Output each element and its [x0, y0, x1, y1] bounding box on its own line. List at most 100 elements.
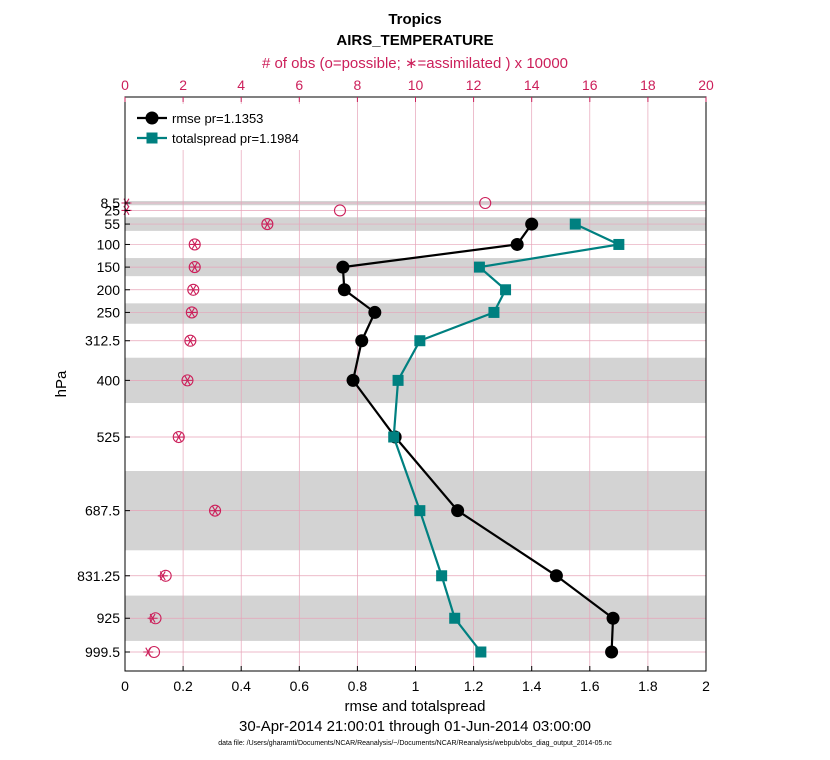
y-tick-label-4: 150: [97, 259, 121, 275]
bottom-axis: 0 0.2 0.4 0.6 0.8 1 1.2 1.4 1.6 1.8 2: [121, 666, 710, 694]
x-tick-label-1: 0.2: [173, 678, 193, 694]
y-tick-label-1: 25: [104, 202, 120, 218]
chart-subtitle: AIRS_TEMPERATURE: [336, 32, 493, 49]
obs-possible-8: [181, 374, 194, 387]
spread-point-6: [392, 374, 404, 386]
rmse-point-10: [606, 611, 620, 625]
spread-point-3: [500, 284, 512, 296]
obs-possible-1: [333, 204, 347, 217]
top-tick-label-3: 6: [295, 77, 303, 93]
obs-possible-3: [188, 238, 201, 251]
y-tick-label-2: 55: [104, 216, 120, 232]
obs-assimilated-9: [173, 432, 184, 442]
data-file-note: data file: /Users/gharamti/Documents/NCA…: [218, 740, 612, 747]
x-tick-label-4: 0.8: [348, 678, 368, 694]
top-tick-label-1: 2: [179, 77, 187, 93]
top-tick-label-9: 18: [640, 77, 656, 93]
obs-assimilated-12: [147, 613, 158, 623]
series-line-1: [392, 223, 623, 653]
y-tick-label-13: 999.5: [85, 644, 120, 660]
rmse-point-5: [355, 334, 369, 348]
spread-point-8: [414, 505, 426, 517]
y-tick-label-11: 831.25: [77, 568, 120, 584]
rmse-point-9: [549, 569, 563, 583]
top-tick-label-0: 0: [121, 77, 129, 93]
y-tick-label-3: 100: [97, 236, 121, 252]
chart-title: Tropics: [388, 11, 441, 28]
x-tick-label-0: 0: [121, 678, 129, 694]
obs-assimilated-5: [188, 285, 199, 295]
legend-box: [131, 104, 311, 150]
top-tick-label-2: 4: [237, 77, 245, 93]
y-tick-label-8: 400: [97, 372, 121, 388]
obs-assimilated-13: [143, 647, 154, 657]
rmse-point-0: [525, 217, 539, 231]
obs-assimilated-4: [189, 262, 200, 272]
legend-spread-label: totalspread pr=1.1984: [172, 131, 299, 146]
top-tick-label-7: 14: [524, 77, 540, 93]
x-axis-label: rmse and totalspread: [345, 698, 486, 715]
x-tick-label-9: 1.8: [638, 678, 658, 694]
y-tick-label-7: 312.5: [85, 333, 120, 349]
spread-point-0: [569, 218, 581, 230]
y-tick-label-6: 250: [97, 304, 121, 320]
obs-possible-10: [209, 504, 222, 517]
spread-point-4: [488, 306, 500, 318]
obs-assimilated-7: [185, 336, 196, 346]
rmse-point-8: [451, 504, 465, 518]
spread-point-2: [473, 261, 485, 273]
obs-assimilated-2: [262, 219, 273, 229]
top-axis-label: # of obs (o=possible; ∗=assimilated ) x …: [262, 55, 568, 72]
spread-point-9: [436, 570, 448, 582]
x-tick-label-3: 0.6: [290, 678, 310, 694]
rmse-point-6: [346, 373, 360, 387]
y-tick-label-12: 925: [97, 610, 121, 626]
obs-assimilated-8: [182, 375, 193, 385]
obs-markers: [121, 196, 492, 659]
series-layer: [336, 217, 625, 659]
obs-assimilated-10: [210, 506, 221, 516]
spread-point-5: [414, 335, 426, 347]
spread-point-1: [613, 238, 625, 250]
y-tick-label-10: 687.5: [85, 503, 120, 519]
obs-possible-0: [479, 196, 492, 210]
top-tick-label-6: 12: [466, 77, 482, 93]
obs-possible-2: [261, 218, 274, 231]
y-tick-label-5: 200: [97, 282, 121, 298]
legend-rmse-marker: [145, 111, 159, 125]
y-tick-label-9: 525: [97, 429, 121, 445]
x-tick-label-10: 2: [702, 678, 710, 694]
top-tick-label-10: 20: [698, 77, 714, 93]
x-tick-label-5: 1: [412, 678, 420, 694]
spread-point-10: [449, 612, 461, 624]
rmse-point-3: [337, 283, 351, 297]
rmse-point-2: [336, 260, 350, 274]
x-tick-label-8: 1.6: [580, 678, 600, 694]
obs-possible-5: [187, 283, 200, 296]
top-axis: 0 2 4 6 8 10 12 14 16 18 20: [121, 77, 714, 102]
x-tick-label-2: 0.4: [231, 678, 251, 694]
date-range: 30-Apr-2014 21:00:01 through 01-Jun-2014…: [239, 718, 591, 735]
obs-assimilated-3: [189, 239, 200, 250]
legend-spread-marker: [146, 132, 158, 144]
top-tick-label-5: 10: [408, 77, 424, 93]
y-tick-label-0: 8.5: [101, 195, 121, 211]
obs-possible-9: [172, 430, 185, 444]
legend-rmse-label: rmse pr=1.1353: [172, 111, 263, 126]
legend: rmse pr=1.1353 totalspread pr=1.1984: [131, 104, 311, 150]
obs-possible-7: [184, 334, 197, 347]
series-line-0: [341, 223, 615, 653]
top-tick-label-4: 8: [354, 77, 362, 93]
obs-assimilated-11: [157, 571, 168, 581]
gridlines: [124, 97, 707, 671]
rmse-point-11: [605, 645, 619, 659]
spread-point-7: [388, 431, 400, 443]
x-tick-label-6: 1.2: [464, 678, 484, 694]
obs-assimilated-6: [186, 307, 197, 318]
x-tick-label-7: 1.4: [522, 678, 542, 694]
rmse-point-4: [368, 305, 382, 319]
spread-point-11: [475, 646, 487, 658]
obs-possible-4: [188, 261, 201, 274]
